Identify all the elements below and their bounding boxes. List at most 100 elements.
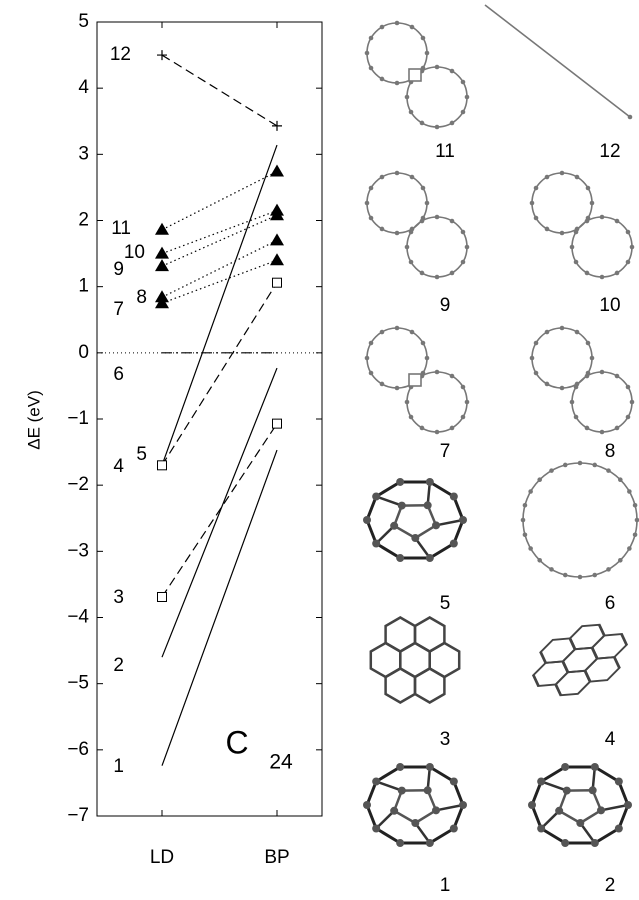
atom [396,763,404,771]
marker [157,50,167,60]
atom [424,786,432,794]
marker [273,278,282,287]
atom [425,356,430,361]
atom [390,522,398,530]
atom [410,175,415,180]
atom [398,787,406,795]
atom [363,516,371,524]
atom [390,807,398,815]
atom [626,385,631,390]
atom [575,175,580,180]
atom [410,25,415,30]
atom [576,819,584,827]
structure-caption: 8 [605,441,616,462]
atom [586,186,591,191]
atom [424,501,432,509]
atom [600,275,605,280]
series-line [162,450,277,766]
bond [485,5,630,117]
atom [530,356,535,361]
series-label: 4 [113,456,124,477]
figure: ΔE (eV) C 24 111291078563412 −7−6−5−4−3−… [0,0,639,900]
atom [549,468,554,473]
atom [409,415,414,420]
atom [435,275,440,280]
atom [369,371,374,376]
atom [575,330,580,335]
atom [369,36,374,41]
atom [396,554,404,562]
atom [591,839,599,847]
atom [523,532,528,537]
bond [590,629,629,664]
atom [630,400,635,405]
marker [272,121,282,131]
bond [436,805,463,810]
atom [563,787,571,795]
bond [407,217,467,277]
structure-caption: 3 [440,729,451,750]
series-label: 3 [113,587,124,608]
atom [432,806,440,814]
atom [534,216,539,221]
atom [450,219,455,224]
atom [600,370,605,375]
atom [545,227,550,232]
atom [395,21,400,26]
atom [409,260,414,265]
atom [589,786,597,794]
atom [537,777,545,785]
page: ΔE (eV) C 24 111291078563412 −7−6−5−4−3−… [0,0,639,900]
atom [409,110,414,115]
marker [273,419,282,428]
series-line [162,145,277,465]
series-label: 2 [113,655,124,676]
atom [560,171,565,176]
structure-caption: 6 [605,593,616,614]
atom [618,558,623,563]
atom [425,201,430,206]
structure-caption: 2 [605,875,616,896]
atom [530,201,535,206]
atom [421,186,426,191]
atom [615,777,623,785]
marker [270,165,284,177]
atom [523,503,528,508]
atom [563,573,568,578]
atom [435,125,440,130]
atom [586,341,591,346]
atom [372,777,380,785]
marker [270,233,284,245]
bond [538,633,577,668]
marker [155,247,169,259]
atom [606,468,611,473]
annotation: C [225,724,248,760]
atom [426,839,434,847]
atom [369,341,374,346]
atom [450,825,458,833]
atom [450,426,455,431]
bond [531,656,570,691]
atom [578,461,583,466]
atom [409,230,414,235]
atom [461,415,466,420]
structure-caption: 4 [605,729,616,750]
series-line [162,211,277,254]
atom [435,370,440,375]
series-label: 5 [136,444,147,465]
atom [363,801,371,809]
atom [600,430,605,435]
bond [409,69,421,81]
x-tick-label: BP [264,847,289,868]
structure-caption: 7 [440,441,451,462]
series-line [162,368,277,657]
bond [415,669,444,703]
atom [396,478,404,486]
structure-caption: 5 [440,593,451,614]
atom [570,400,575,405]
atom [450,121,455,126]
atom [435,215,440,220]
bond [394,505,436,538]
y-tick-label: 3 [78,143,89,164]
